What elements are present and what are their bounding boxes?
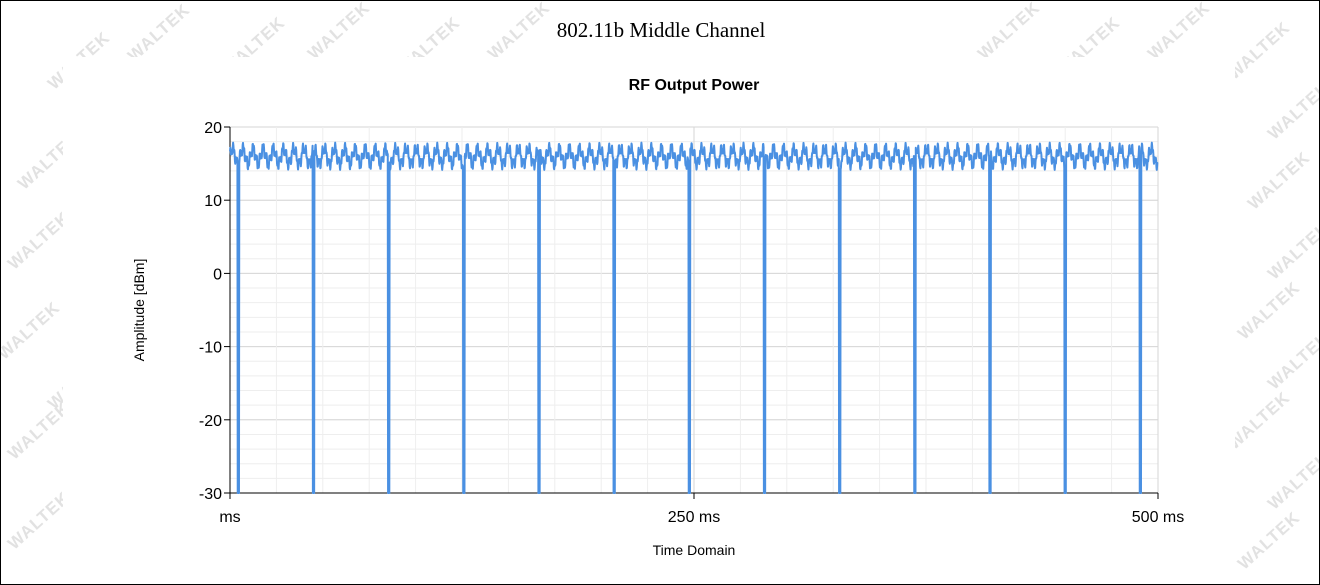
rf-output-power-chart: 20 10 0 -10 -20 -30 ms 250 ms 500 ms RF Output Po… bbox=[131, 77, 1184, 558]
chart-title: RF Output Power bbox=[629, 77, 760, 94]
y-tick-label: -20 bbox=[199, 413, 222, 430]
watermark-text: WALTEK bbox=[1234, 277, 1304, 344]
watermark-text: WALTEK bbox=[1244, 147, 1314, 214]
watermark-text: WALTEK bbox=[1234, 507, 1304, 574]
grid-layer bbox=[229, 126, 1159, 494]
chart-panel: 20 10 0 -10 -20 -30 ms 250 ms 500 ms RF Output Po… bbox=[63, 57, 1235, 579]
series-line bbox=[229, 141, 1159, 494]
x-tick-label: ms bbox=[219, 509, 240, 526]
x-axis-label: Time Domain bbox=[653, 542, 736, 558]
y-tick-label: -10 bbox=[199, 340, 222, 357]
y-tick-label: -30 bbox=[199, 486, 222, 503]
axes-layer bbox=[224, 126, 1159, 499]
watermark-text: WALTEK bbox=[1264, 327, 1320, 394]
y-tick-label: 20 bbox=[204, 120, 222, 137]
x-tick-label: 250 ms bbox=[668, 509, 720, 526]
watermark-text: WALTEK bbox=[1264, 77, 1320, 144]
y-tick-label: 0 bbox=[213, 266, 222, 283]
watermark-text: WALTEK bbox=[0, 297, 64, 364]
x-tick-label: 500 ms bbox=[1132, 509, 1184, 526]
y-axis-label: Amplitude [dBm] bbox=[131, 259, 147, 362]
watermark-text: WALTEK bbox=[1264, 217, 1320, 284]
series-layer bbox=[229, 141, 1159, 494]
watermark-text: WALTEK bbox=[1264, 447, 1320, 514]
page-title: 802.11b Middle Channel bbox=[556, 18, 766, 42]
y-tick-label: 10 bbox=[204, 193, 222, 210]
labels-layer: 20 10 0 -10 -20 -30 ms 250 ms 500 ms RF Output Po… bbox=[131, 77, 1184, 558]
